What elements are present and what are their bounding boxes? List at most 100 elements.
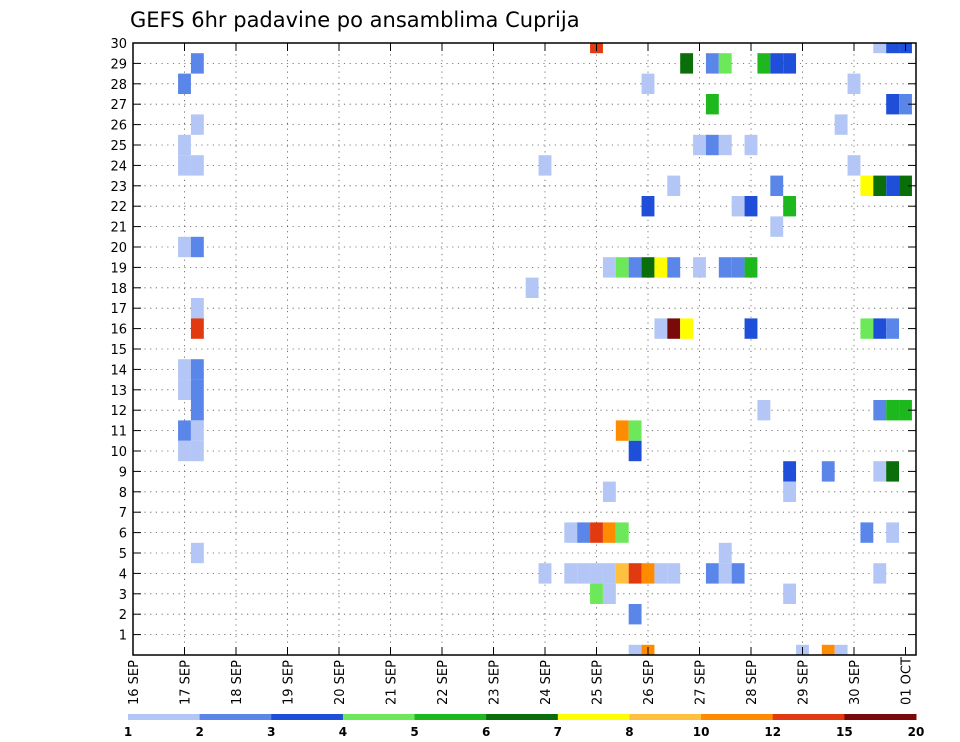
heatmap-cell [680, 318, 694, 339]
colorbar-swatch [557, 714, 630, 720]
heatmap-cell [757, 53, 771, 74]
heatmap-cell [718, 134, 732, 156]
heatmap-cell [190, 114, 204, 135]
plot-frame [132, 42, 917, 656]
heatmap-cell [899, 400, 912, 421]
heatmap-cell [178, 379, 191, 400]
x-tick-label: 26 SEP [642, 660, 657, 705]
y-tick-label: 28 [110, 78, 127, 93]
heatmap-cell [628, 420, 642, 441]
colorbar-swatch [701, 714, 774, 720]
colorbar-swatch [772, 714, 845, 720]
y-tick-label: 14 [110, 363, 127, 378]
y-axis-ticks: 1234567891011121314151617181920212223242… [110, 37, 916, 644]
y-tick-label: 12 [110, 404, 127, 419]
y-tick-label: 17 [110, 302, 127, 317]
heatmap-cell [834, 114, 848, 135]
heatmap-cell [190, 379, 204, 400]
x-tick-label: 19 SEP [282, 660, 297, 705]
y-tick-label: 3 [119, 588, 127, 603]
heatmap-cell [628, 257, 642, 278]
heatmap-cell [757, 400, 771, 421]
heatmap-cell [641, 196, 655, 217]
heatmap-cell [667, 257, 681, 278]
y-tick-label: 15 [110, 343, 127, 358]
y-tick-label: 29 [110, 57, 127, 72]
x-tick-label: 29 SEP [797, 660, 812, 705]
heatmap-cell [873, 175, 887, 196]
colorbar-label: 2 [195, 725, 203, 739]
y-tick-label: 4 [119, 567, 127, 582]
y-tick-label: 23 [110, 180, 127, 195]
heatmap-cell [886, 522, 900, 543]
heatmap-cell [641, 563, 655, 584]
heatmap-cell [783, 53, 797, 74]
heatmap-cell [770, 216, 784, 237]
heatmap-cell [190, 420, 204, 441]
heatmap-cell [525, 277, 539, 298]
y-tick-label: 16 [110, 323, 127, 338]
heatmap-cell [693, 134, 706, 156]
heatmap-cell [602, 522, 616, 543]
heatmap-cell [744, 134, 758, 156]
heatmap-cell [178, 73, 191, 94]
colorbar-label: 1 [124, 725, 132, 739]
x-tick-label: 27 SEP [694, 660, 709, 705]
heatmap-cell [744, 196, 758, 217]
heatmap-cell [886, 461, 900, 482]
heatmap-cell [860, 318, 874, 339]
heatmap-cell [744, 257, 758, 278]
heatmap-cell [602, 481, 616, 502]
heatmap-cell [628, 644, 642, 655]
heatmap-cell [538, 563, 552, 584]
x-tick-label: 18 SEP [230, 660, 245, 705]
heatmap-cell [178, 440, 191, 462]
x-tick-label: 25 SEP [591, 660, 606, 705]
heatmap-cell [886, 43, 900, 54]
heatmap-cell [886, 318, 900, 339]
y-tick-label: 25 [110, 139, 127, 154]
x-tick-label: 17 SEP [179, 660, 194, 705]
heatmap-cell [190, 53, 204, 74]
heatmap-cell [770, 175, 784, 196]
heatmap-cell [718, 53, 732, 74]
y-tick-label: 1 [119, 629, 127, 644]
heatmap-cell [190, 542, 204, 564]
heatmap-cell [899, 94, 912, 115]
y-tick-label: 10 [110, 445, 127, 460]
heatmap-cell [667, 175, 681, 196]
heatmap-cell [190, 298, 204, 319]
y-tick-label: 6 [119, 527, 127, 542]
colorbar-label: 10 [693, 725, 710, 739]
heatmap-cell [190, 359, 204, 380]
heatmap-cell [615, 257, 629, 278]
colorbar-label: 20 [908, 725, 925, 739]
heatmap-cell [860, 175, 874, 196]
y-tick-label: 7 [119, 506, 127, 521]
heatmap-cell [628, 563, 642, 584]
heatmap-cell [590, 563, 603, 584]
heatmap-cell [615, 563, 629, 584]
colorbar-swatch [128, 714, 201, 720]
heatmap-cell [705, 53, 719, 74]
heatmap-cell [577, 522, 591, 543]
heatmap-cell [718, 542, 732, 564]
heatmap-cell [628, 440, 642, 462]
heatmap-cell [628, 604, 642, 625]
x-tick-label: 30 SEP [848, 660, 863, 705]
heatmap-cell [705, 563, 719, 584]
heatmap-cell [873, 461, 887, 482]
heatmap-cell [847, 155, 861, 176]
heatmap-cell [178, 155, 191, 176]
x-tick-label: 21 SEP [385, 660, 400, 705]
heatmap-cell [615, 522, 629, 543]
x-tick-label: 22 SEP [436, 660, 451, 705]
colorbar-swatch [629, 714, 702, 720]
heatmap-cell [178, 236, 191, 258]
heatmap-cell [190, 236, 204, 258]
chart-title: GEFS 6hr padavine po ansamblima Cuprija [130, 8, 580, 32]
heatmap-cell [834, 644, 848, 655]
heatmap-cell [873, 318, 887, 339]
y-tick-label: 20 [110, 241, 127, 256]
heatmap-cell [770, 53, 784, 74]
